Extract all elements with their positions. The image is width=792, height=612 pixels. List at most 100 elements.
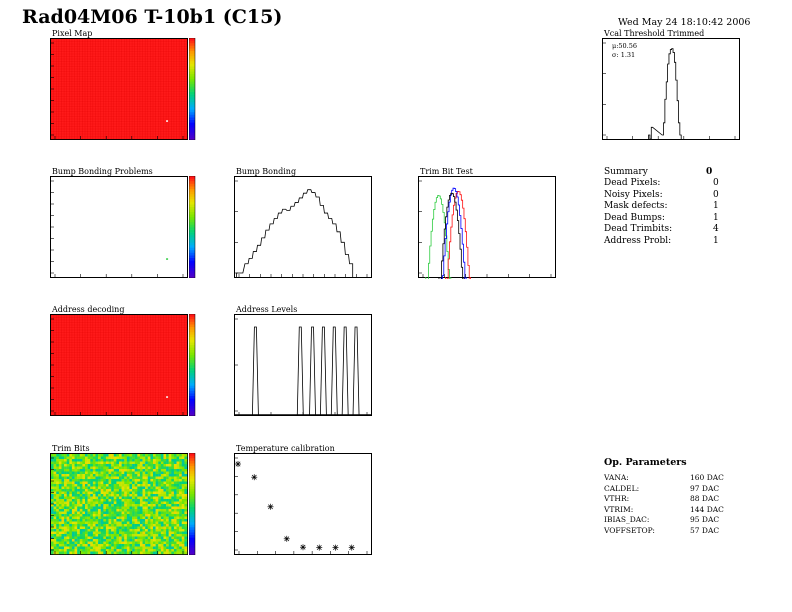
heatmap-cell — [155, 494, 159, 497]
heatmap-cell — [184, 499, 188, 502]
heatmap-cell — [74, 531, 78, 535]
heatmap-cell — [119, 461, 122, 465]
heatmap-cell — [160, 514, 164, 517]
heatmap-cell — [58, 546, 62, 550]
heatmap-cell — [95, 549, 99, 552]
heatmap-cell — [79, 496, 83, 500]
heatmap-cell — [132, 516, 135, 520]
heatmap-cell — [111, 484, 114, 487]
heatmap-cell — [150, 481, 154, 485]
heatmap-cell — [134, 486, 138, 490]
heatmap-cell — [100, 479, 104, 482]
op-param-value: 97 DAC — [690, 483, 720, 493]
heatmap-cell — [58, 479, 62, 482]
heatmap-cell — [129, 501, 133, 505]
heatmap-cell — [69, 516, 73, 520]
heatmap-cell — [134, 499, 138, 502]
heatmap-cell — [160, 466, 164, 470]
heatmap-cell — [58, 529, 62, 532]
heatmap-cell — [171, 509, 175, 512]
heatmap-cell — [82, 534, 86, 537]
heatmap-cell — [155, 499, 159, 502]
heatmap-cell — [105, 459, 109, 462]
scale-band — [189, 331, 195, 335]
scale-band — [189, 227, 195, 230]
heatmap-cell — [137, 516, 141, 520]
heatmap-cell — [69, 466, 73, 470]
heatmap-cell — [176, 514, 180, 517]
heatmap-cell — [105, 461, 109, 465]
op-param-value: 144 DAC — [690, 504, 724, 514]
heatmap-cell — [160, 524, 164, 527]
heatmap-cell — [95, 461, 99, 465]
heatmap-cell — [145, 464, 148, 467]
heatmap-cell — [95, 486, 99, 490]
heatmap-cell — [66, 464, 70, 467]
scale-band — [189, 96, 195, 100]
scale-band — [189, 83, 195, 87]
op-param-label: VTHR: — [604, 494, 630, 503]
heatmap-cell — [124, 504, 128, 507]
heatmap-cell — [82, 474, 86, 477]
heatmap-cell — [113, 524, 117, 527]
heatmap-cell — [124, 471, 128, 475]
heatmap-cell — [139, 504, 143, 507]
heatmap-cell — [53, 476, 57, 480]
heatmap-cell — [82, 501, 86, 505]
heatmap-cell — [105, 541, 109, 545]
summary-title: Summary — [604, 167, 648, 177]
heatmap-cell — [111, 479, 114, 482]
heatmap-cell — [113, 541, 117, 545]
heatmap-cell — [126, 519, 130, 522]
heatmap-cell — [71, 456, 75, 460]
heatmap-cell — [158, 461, 162, 465]
heatmap-cell — [160, 521, 164, 525]
scale-band — [189, 524, 195, 528]
heatmap-cell — [137, 509, 141, 512]
heatmap-cell — [90, 546, 94, 550]
heatmap-cell — [150, 494, 154, 497]
heatmap-cell — [58, 531, 62, 535]
heatmap-cell — [173, 476, 177, 480]
heatmap-cell — [100, 509, 104, 512]
heatmap-cell — [113, 466, 117, 470]
scale-band — [189, 239, 195, 243]
heatmap-cell — [134, 509, 138, 512]
heatmap-cell — [184, 509, 188, 512]
heatmap-cell — [61, 539, 65, 542]
heatmap-cell — [105, 504, 109, 507]
heatmap-cell — [71, 499, 75, 502]
heatmap-cell — [95, 491, 99, 495]
heatmap-cell — [176, 496, 180, 500]
heatmap-cell — [158, 499, 162, 502]
heatmap-cell — [103, 519, 107, 522]
heatmap-cell — [79, 514, 83, 517]
heatmap-cell — [179, 534, 182, 537]
heatmap-cell — [124, 549, 128, 552]
heatmap-cell — [139, 544, 143, 547]
heatmap-cell — [53, 454, 57, 457]
heatmap-cell — [113, 529, 117, 532]
heatmap-cell — [124, 491, 128, 495]
scale-band — [189, 455, 195, 459]
heatmap-cell — [168, 551, 172, 555]
heatmap-cell — [166, 486, 169, 490]
heatmap-cell — [113, 496, 117, 500]
scale-border — [189, 38, 196, 140]
heatmap-cell — [71, 489, 75, 492]
heatmap-cell — [163, 496, 167, 500]
heatmap-cell — [158, 506, 162, 510]
heatmap-cell — [116, 484, 120, 487]
heatmap-cell — [69, 456, 73, 460]
heatmap-cell — [77, 529, 80, 532]
heatmap-cell — [132, 499, 135, 502]
heatmap-cell — [111, 536, 114, 540]
heatmap-cell — [184, 496, 188, 500]
heatmap-cell — [147, 454, 151, 457]
heatmap-cell — [74, 494, 78, 497]
heatmap-cell — [150, 516, 154, 520]
heatmap-cell — [155, 529, 159, 532]
scale-band — [189, 483, 195, 487]
heatmap-cell — [155, 526, 159, 530]
heatmap-cell — [100, 526, 104, 530]
